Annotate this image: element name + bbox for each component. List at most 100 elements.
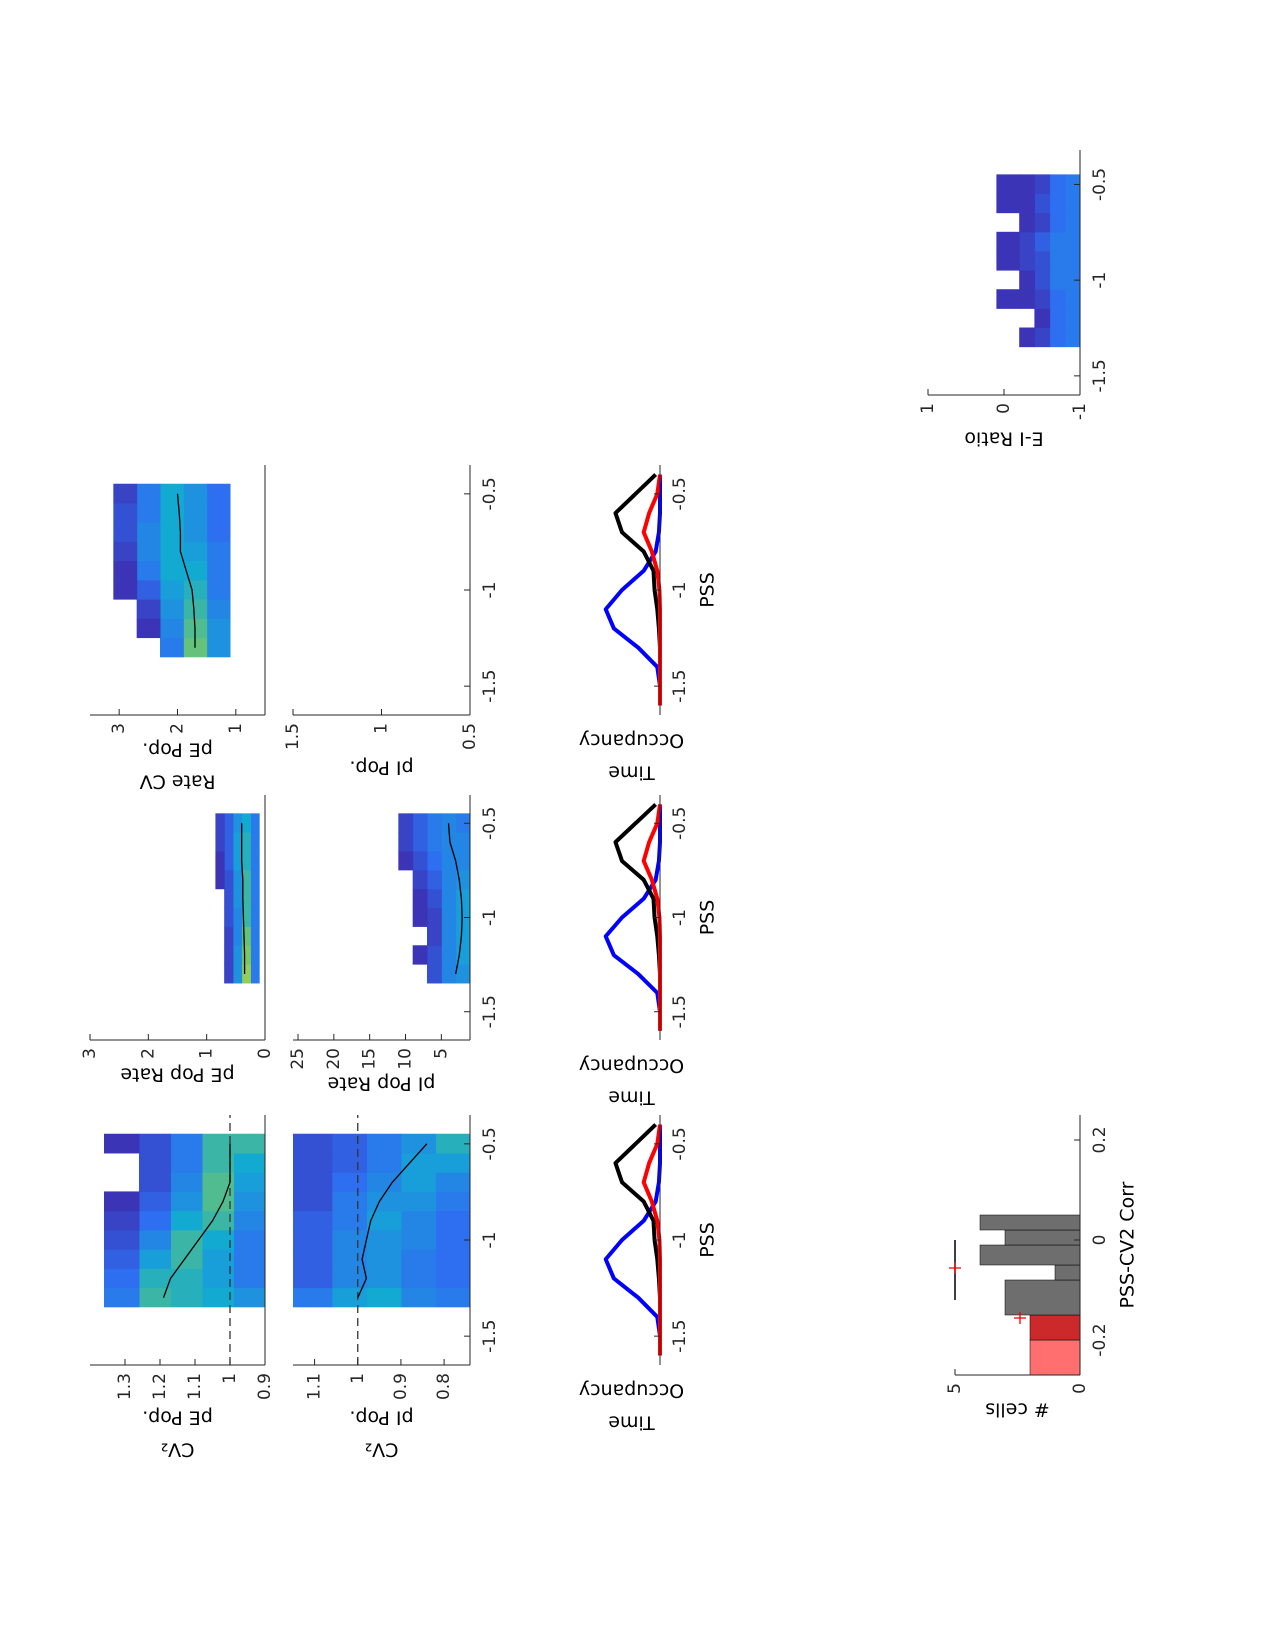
heatmap-cell (412, 888, 428, 909)
hist-bar (979, 1244, 1081, 1266)
heatmap-cell (366, 1268, 402, 1289)
heatmap-cell (1064, 270, 1081, 290)
y-axis-label: pI Pop. (349, 1407, 413, 1429)
heatmap-cell (455, 888, 471, 909)
x-tick-label: -0.5 (480, 1127, 500, 1160)
heatmap-cell (996, 289, 1020, 309)
panel: 0.9 1 1.1 1.2 1.3 CV₂ pE Pop. (90, 1115, 275, 1461)
heatmap-cell (139, 1249, 171, 1269)
heatmap-cell (293, 1210, 333, 1231)
heatmap-cell (160, 560, 184, 581)
x-tick-label: -1.5 (480, 1320, 500, 1353)
y-tick-label: 1.3 (115, 1373, 135, 1400)
panel: -1.5 -1 -0.5 Time Occupancy PSS (579, 795, 719, 1109)
y-axis-label: Time (608, 762, 656, 784)
x-tick-label: -0.5 (1090, 168, 1110, 201)
y-tick-label: 20 (324, 1048, 344, 1070)
heatmap-cell (996, 231, 1020, 252)
heatmap-cell (170, 1268, 203, 1289)
heatmap-cell (1019, 212, 1035, 233)
y-tick-label: 0 (1070, 1383, 1090, 1394)
x-tick-label: -0.5 (670, 1127, 690, 1160)
heatmap-cell (1019, 250, 1035, 271)
heatmap-cell (224, 926, 234, 946)
panel: 5 10 15 20 25 -1.5 -1 -0.5 pI Pop Rate (288, 795, 500, 1095)
heatmap-cell (113, 522, 138, 542)
heatmap-cell (435, 1229, 471, 1250)
heatmap-cell (441, 907, 457, 927)
heatmap-cell (202, 1249, 234, 1269)
heatmap-cell (224, 813, 234, 833)
panel: -101-1.5-1-0.5E-I Ratio (918, 150, 1110, 450)
heatmap-cell (104, 1268, 140, 1289)
heatmap-cell (250, 869, 260, 890)
heatmap-cell (139, 1133, 171, 1154)
heatmap-cell (241, 964, 251, 984)
heatmap-cell (241, 945, 251, 965)
x-tick-label: -1 (480, 582, 500, 599)
heatmap-cell (427, 813, 442, 833)
heatmap-cell (1034, 193, 1051, 214)
heatmap-cell (427, 945, 442, 965)
heatmap-cell (412, 869, 428, 890)
panel: 0 5 -0.2 0 0.2 # cells PSS-CV2 Corr (945, 1115, 1139, 1421)
y-tick-label: 0.9 (391, 1373, 411, 1400)
heatmap-cell (366, 1210, 402, 1231)
heatmap-cell (104, 1287, 140, 1308)
heatmap-cell (183, 579, 208, 600)
heatmap-cell (224, 907, 234, 927)
heatmap-cell (441, 888, 457, 909)
heatmap-cell (250, 964, 260, 984)
heatmap-cell (996, 193, 1020, 214)
heatmap-cell (331, 1210, 367, 1231)
heatmap-cell (250, 926, 260, 946)
heatmap-cell (412, 813, 428, 833)
y-axis-label: Occupancy (579, 1380, 684, 1402)
mean-line (241, 823, 246, 975)
heatmap-cell (400, 1268, 436, 1289)
heatmap-cell (206, 599, 231, 619)
heatmap-cell (293, 1268, 333, 1289)
heatmap-cell (366, 1229, 402, 1250)
panel: 1 2 3 Rate CV pE Pop. (90, 465, 266, 793)
heatmap-cell (250, 851, 260, 871)
heatmap-cell (170, 1287, 203, 1308)
panel: 0.5 1 1.5 -1.5 -1 -0.5 pI Pop. (283, 465, 500, 779)
heatmap-cell (241, 813, 251, 833)
heatmap-cell (412, 851, 428, 871)
heatmap-cell (113, 560, 138, 581)
heatmap-cell (427, 832, 442, 852)
heatmap-cell (113, 502, 138, 523)
heatmap-cell (1049, 231, 1066, 252)
y-tick-label: 5 (431, 1048, 451, 1059)
y-tick-label: 1 (348, 1373, 368, 1384)
heatmap-cell (160, 502, 184, 523)
heatmap-cell (435, 1287, 471, 1308)
heatmap-cell (1064, 327, 1081, 348)
heatmap-cell (427, 869, 442, 890)
heatmap-cell (241, 851, 251, 871)
y-axis-label: Occupancy (579, 1055, 684, 1077)
heatmap-cell (400, 1210, 436, 1231)
heatmap-cell (366, 1287, 402, 1308)
x-tick-label: -1 (480, 909, 500, 926)
heatmap-cell (206, 502, 231, 523)
hist-bar (1029, 1339, 1081, 1376)
heatmap-cell (206, 560, 231, 581)
x-tick-label: 0.2 (1090, 1126, 1110, 1153)
mean-line (176, 493, 196, 648)
heatmap-cell (293, 1172, 333, 1192)
heatmap-cell (366, 1249, 402, 1269)
y-tick-label: 1.1 (305, 1373, 325, 1400)
heatmap-cell (202, 1210, 234, 1231)
heatmap-cell (1019, 174, 1035, 195)
heatmap-cell (455, 813, 471, 833)
heatmap-cell (400, 1152, 436, 1173)
heatmap-cell (139, 1191, 171, 1212)
heatmap-cell (215, 851, 225, 871)
x-axis-label: PSS (697, 900, 719, 936)
rotated-figure: 0.9 1 1.1 1.2 1.3 CV₂ pE Pop. 0 1 2 3 pE Pop Rate 1 2… (80, 150, 1139, 1461)
x-axis-label: PSS (697, 1222, 719, 1258)
heatmap-cell (139, 1152, 171, 1173)
